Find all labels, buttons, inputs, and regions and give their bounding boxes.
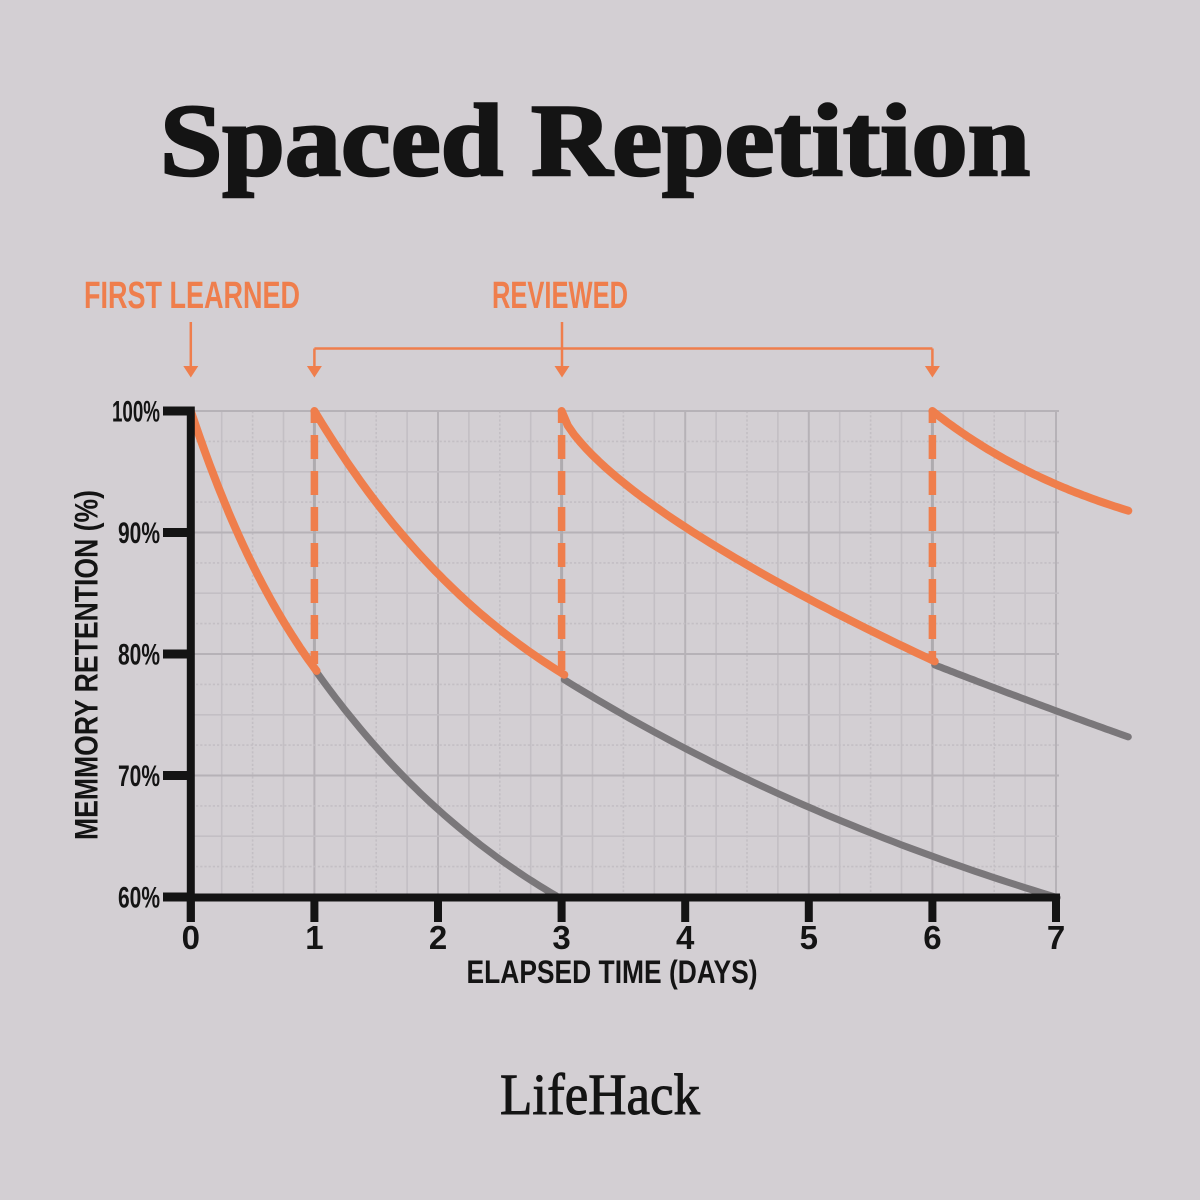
svg-text:MEMMORY RETENTION (%): MEMMORY RETENTION (%): [69, 490, 105, 840]
svg-text:4: 4: [676, 919, 695, 956]
svg-text:80%: 80%: [118, 639, 160, 672]
svg-text:70%: 70%: [118, 760, 160, 793]
svg-text:LifeHack: LifeHack: [500, 1062, 700, 1127]
svg-text:90%: 90%: [118, 517, 160, 550]
svg-text:7: 7: [1047, 919, 1065, 956]
svg-text:FIRST LEARNED: FIRST LEARNED: [84, 275, 300, 317]
svg-text:100%: 100%: [112, 396, 160, 429]
svg-text:5: 5: [800, 919, 818, 956]
svg-text:3: 3: [552, 919, 570, 956]
svg-text:2: 2: [429, 919, 447, 956]
svg-text:Spaced Repetition: Spaced Repetition: [160, 84, 1030, 198]
svg-text:0: 0: [182, 919, 200, 956]
svg-text:ELAPSED TIME (DAYS): ELAPSED TIME (DAYS): [467, 954, 758, 990]
svg-text:6: 6: [923, 919, 941, 956]
svg-text:1: 1: [305, 919, 323, 956]
svg-text:REVIEWED: REVIEWED: [492, 275, 628, 317]
svg-text:60%: 60%: [118, 882, 160, 915]
